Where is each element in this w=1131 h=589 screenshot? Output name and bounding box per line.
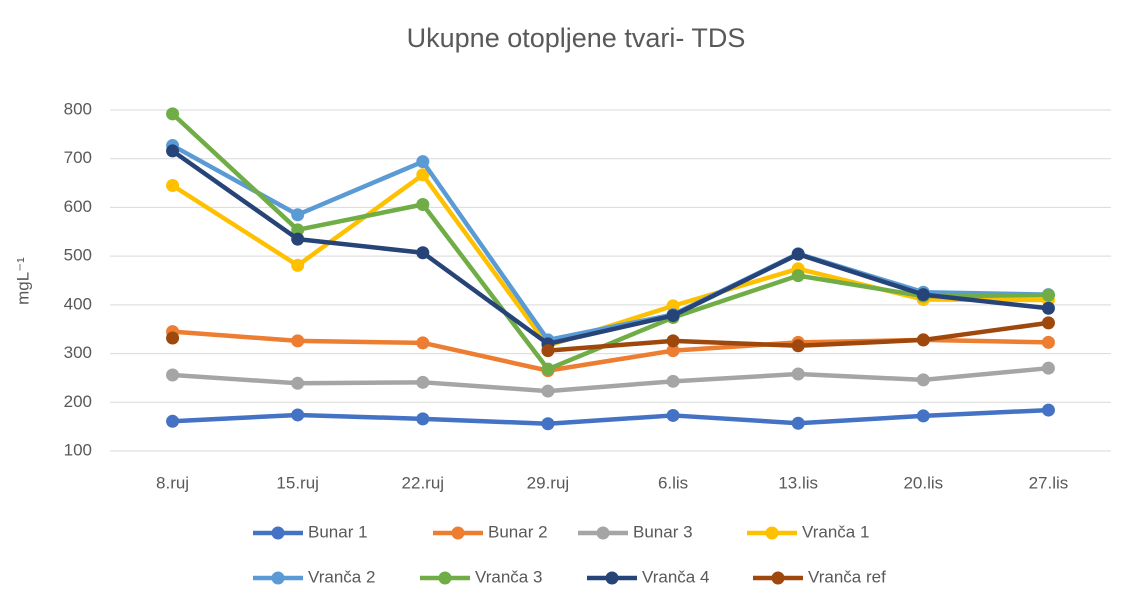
y-axis-label: mgL⁻¹ bbox=[13, 257, 32, 305]
legend-marker bbox=[271, 526, 285, 540]
series-line bbox=[171, 143, 1049, 343]
y-tick-label: 500 bbox=[64, 246, 92, 265]
x-tick-label: 20.lis bbox=[903, 473, 943, 492]
legend-marker bbox=[605, 571, 619, 585]
legend-marker bbox=[438, 571, 452, 585]
data-point bbox=[791, 247, 805, 261]
data-point bbox=[791, 269, 805, 283]
data-point bbox=[666, 408, 680, 422]
legend-label: Vranča 3 bbox=[475, 567, 542, 586]
data-point bbox=[541, 384, 555, 398]
data-point bbox=[291, 258, 305, 272]
x-tick-label: 6.lis bbox=[658, 473, 688, 492]
data-point bbox=[666, 374, 680, 388]
x-tick-label: 22.ruj bbox=[402, 473, 445, 492]
legend-label: Bunar 1 bbox=[308, 522, 368, 541]
data-point bbox=[291, 376, 305, 390]
data-point bbox=[166, 368, 180, 382]
x-tick-label: 29.ruj bbox=[527, 473, 570, 492]
data-point bbox=[1041, 335, 1055, 349]
data-point bbox=[416, 375, 430, 389]
series-line bbox=[172, 365, 1049, 394]
data-point bbox=[291, 223, 305, 237]
data-point bbox=[291, 232, 305, 246]
data-point bbox=[1041, 403, 1055, 417]
y-tick-label: 800 bbox=[64, 99, 92, 118]
x-tick-label: 15.ruj bbox=[276, 473, 319, 492]
x-tick-label: 27.lis bbox=[1029, 473, 1069, 492]
legend-label: Vranča ref bbox=[808, 567, 886, 586]
data-point bbox=[166, 331, 180, 345]
data-point bbox=[1041, 288, 1055, 302]
legend-marker bbox=[271, 571, 285, 585]
data-point bbox=[291, 208, 305, 222]
data-point bbox=[666, 334, 680, 348]
series-line bbox=[172, 407, 1049, 426]
data-point bbox=[1041, 361, 1055, 375]
y-tick-label: 300 bbox=[64, 343, 92, 362]
data-point bbox=[291, 334, 305, 348]
legend-label: Bunar 3 bbox=[633, 522, 693, 541]
data-point bbox=[166, 179, 180, 193]
series-line bbox=[171, 112, 1049, 372]
legend-marker bbox=[596, 526, 610, 540]
data-point bbox=[416, 246, 430, 260]
y-tick-label: 600 bbox=[64, 197, 92, 216]
legend-marker bbox=[765, 526, 779, 540]
series-line bbox=[172, 329, 1049, 373]
data-point bbox=[416, 168, 430, 182]
y-tick-label: 700 bbox=[64, 148, 92, 167]
data-point bbox=[416, 155, 430, 169]
data-point bbox=[1041, 301, 1055, 315]
y-tick-label: 200 bbox=[64, 392, 92, 411]
data-point bbox=[416, 198, 430, 212]
data-point bbox=[541, 417, 555, 431]
data-point bbox=[416, 336, 430, 350]
series-line bbox=[171, 172, 1049, 349]
legend-marker bbox=[451, 526, 465, 540]
series-line bbox=[171, 149, 1049, 347]
data-point bbox=[791, 339, 805, 353]
data-point bbox=[166, 144, 180, 158]
x-tick-label: 13.lis bbox=[778, 473, 818, 492]
data-point bbox=[916, 288, 930, 302]
data-point bbox=[791, 367, 805, 381]
legend-marker bbox=[771, 571, 785, 585]
data-point bbox=[166, 107, 180, 121]
legend-label: Vranča 4 bbox=[642, 567, 709, 586]
data-point bbox=[166, 414, 180, 428]
legend-label: Vranča 2 bbox=[308, 567, 375, 586]
data-point bbox=[916, 409, 930, 423]
data-point bbox=[916, 373, 930, 387]
data-point bbox=[291, 408, 305, 422]
data-point bbox=[416, 412, 430, 426]
y-tick-label: 400 bbox=[64, 294, 92, 313]
data-point bbox=[791, 416, 805, 430]
data-point bbox=[541, 362, 555, 376]
legend-label: Bunar 2 bbox=[488, 522, 548, 541]
chart-title: Ukupne otopljene tvari- TDS bbox=[407, 23, 746, 53]
data-point bbox=[666, 309, 680, 323]
data-point bbox=[666, 344, 680, 358]
legend-label: Vranča 1 bbox=[802, 522, 869, 541]
data-point bbox=[541, 344, 555, 358]
data-point bbox=[1041, 316, 1055, 330]
data-point bbox=[916, 333, 930, 347]
x-tick-label: 8.ruj bbox=[156, 473, 189, 492]
y-tick-label: 100 bbox=[64, 440, 92, 459]
